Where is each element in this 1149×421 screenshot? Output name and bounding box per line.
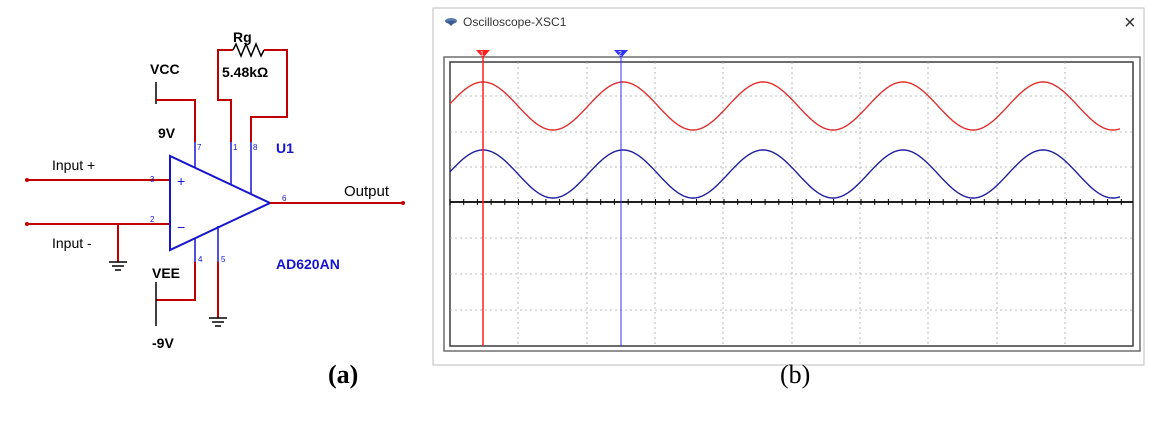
pin-5: 5 [221, 255, 226, 264]
oscilloscope-window: Oscilloscope-XSC1 × [432, 7, 1145, 366]
caption-b: (b) [780, 360, 811, 389]
output-wire [270, 201, 405, 205]
input-plus-label: Input + [52, 157, 95, 173]
cursor-2[interactable]: 2 [614, 50, 628, 346]
pin-7: 7 [197, 143, 202, 152]
pin-2: 2 [150, 215, 155, 224]
vcc-wire [155, 82, 196, 142]
vcc-voltage: 9V [158, 125, 176, 141]
output-label: Output [344, 183, 390, 200]
center-axis [449, 199, 1133, 205]
amplifier-triangle [169, 154, 273, 252]
plus-sign: + [177, 173, 185, 189]
minus-sign: − [177, 219, 185, 235]
pin-stubs [194, 142, 252, 262]
pin-numbers: 7 1 8 3 2 6 4 5 [150, 143, 287, 264]
close-icon[interactable]: × [1124, 12, 1136, 34]
svg-text:1: 1 [480, 51, 484, 58]
caption-a: (a) [328, 360, 359, 389]
channel-a-trace [449, 81, 1121, 131]
scope-screen-inner [449, 61, 1134, 347]
ref-designator: U1 [276, 140, 294, 156]
rg-value: 5.48kΩ [222, 64, 268, 80]
window-title: Oscilloscope-XSC1 [463, 15, 567, 29]
vcc-label: VCC [150, 61, 180, 77]
input-plus-wire [25, 178, 170, 182]
svg-text:2: 2 [618, 51, 622, 58]
vee-wire [155, 262, 196, 326]
channel-b-trace [449, 149, 1121, 199]
cursor-1[interactable]: 1 [476, 50, 490, 346]
rg-resistor [217, 42, 288, 142]
pin-3: 3 [150, 175, 155, 184]
pin-8: 8 [253, 143, 258, 152]
input-minus-wire [25, 222, 170, 262]
pin-4: 4 [198, 255, 203, 264]
vee-label: VEE [152, 265, 180, 281]
input-minus-label: Input - [52, 235, 92, 251]
pin-6: 6 [282, 194, 287, 203]
rg-label: Rg [233, 29, 252, 45]
vee-voltage: -9V [152, 335, 174, 351]
ground-symbol-ref [209, 262, 227, 327]
title-bar: Oscilloscope-XSC1 × [445, 12, 1136, 34]
part-number: AD620AN [276, 256, 340, 272]
pin-1: 1 [233, 143, 238, 152]
schematic: Rg 5.48kΩ VCC 9V Input + Input - [25, 29, 405, 351]
oscilloscope-app-icon [445, 18, 457, 26]
ground-symbol-input [109, 261, 127, 271]
